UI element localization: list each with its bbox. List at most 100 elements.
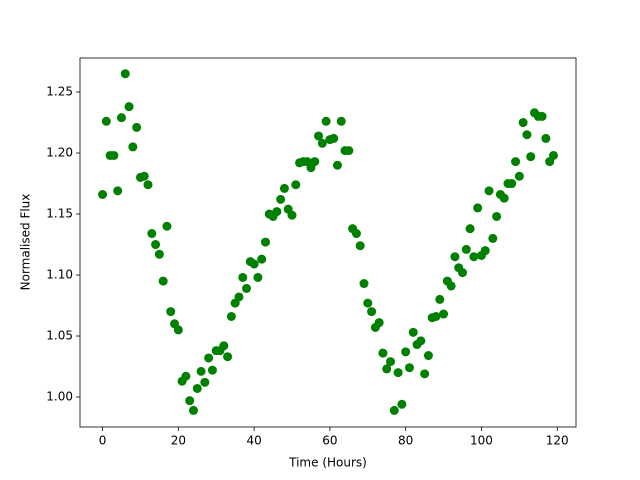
data-point [188,405,198,415]
data-point [242,283,252,293]
y-tick-label: 1.05 [46,329,73,343]
data-point [238,272,248,282]
data-point [162,221,172,231]
data-point [367,307,377,317]
data-point [382,364,392,374]
data-point [253,272,263,282]
data-point [109,150,119,160]
x-tick-label: 20 [171,434,186,448]
data-point [355,241,365,251]
data-point [522,130,532,140]
y-axis-label: Normalised Flux [19,194,33,291]
data-point [344,146,354,156]
x-axis-label: Time (Hours) [288,456,367,470]
data-point [147,229,157,239]
y-tick-label: 1.15 [46,207,73,221]
data-point [200,377,210,387]
data-point [423,351,433,361]
data-point [207,365,217,375]
data-point [226,311,236,321]
data-point [537,111,547,121]
data-point [291,180,301,190]
data-point [514,171,524,181]
x-tick-label: 40 [246,434,261,448]
data-point [431,311,441,321]
data-point [408,327,418,337]
data-point [132,122,142,132]
y-tick-label: 1.10 [46,268,73,282]
data-point [518,118,528,128]
data-point [541,133,551,143]
data-point [314,131,324,141]
data-point [234,292,244,302]
data-point [397,399,407,409]
data-point [124,102,134,112]
data-point [507,179,517,189]
data-point [192,383,202,393]
data-point [480,246,490,256]
data-point [154,249,164,259]
data-point [101,116,111,126]
y-tick-label: 1.20 [46,146,73,160]
data-point [351,229,361,239]
data-point [401,347,411,357]
data-point [272,207,282,217]
data-point [446,281,456,291]
data-point [128,142,138,152]
y-tick-label: 1.25 [46,85,73,99]
data-point [276,194,286,204]
data-point [439,309,449,319]
data-point [185,396,195,406]
data-point [488,233,498,243]
data-point [458,268,468,278]
data-point [151,240,161,250]
data-point [329,133,339,143]
data-point [196,366,206,376]
data-point [526,152,536,162]
data-point [465,224,475,234]
data-point [279,183,289,193]
data-point [359,279,369,289]
data-point [113,186,123,196]
data-point [420,369,430,379]
x-tick-label: 120 [546,434,569,448]
data-point [461,244,471,254]
data-point [143,180,153,190]
data-point [116,113,126,123]
data-point [336,116,346,126]
data-point [158,276,168,286]
data-point [310,157,320,167]
data-point [386,357,396,367]
data-point [404,363,414,373]
data-point [499,193,509,203]
x-tick-label: 100 [470,434,493,448]
data-point [321,116,331,126]
data-point [166,307,176,317]
data-point [317,138,327,148]
data-point [257,254,267,264]
data-point [469,252,479,262]
data-point [223,352,233,362]
y-tick-label: 1.00 [46,389,73,403]
data-point [473,203,483,213]
data-point [484,186,494,196]
data-point [450,252,460,262]
data-point [511,157,521,167]
data-point [98,189,108,199]
data-point [287,210,297,220]
data-point [393,368,403,378]
data-point [332,160,342,170]
x-tick-label: 0 [99,434,107,448]
data-point [260,237,270,247]
data-point [219,341,229,351]
data-point [548,150,558,160]
data-point [120,69,130,79]
data-point [139,171,149,181]
data-point [173,325,183,335]
data-point [363,298,373,308]
data-point [492,211,502,221]
plot-frame [79,57,577,428]
data-point [249,259,259,269]
data-point [435,294,445,304]
